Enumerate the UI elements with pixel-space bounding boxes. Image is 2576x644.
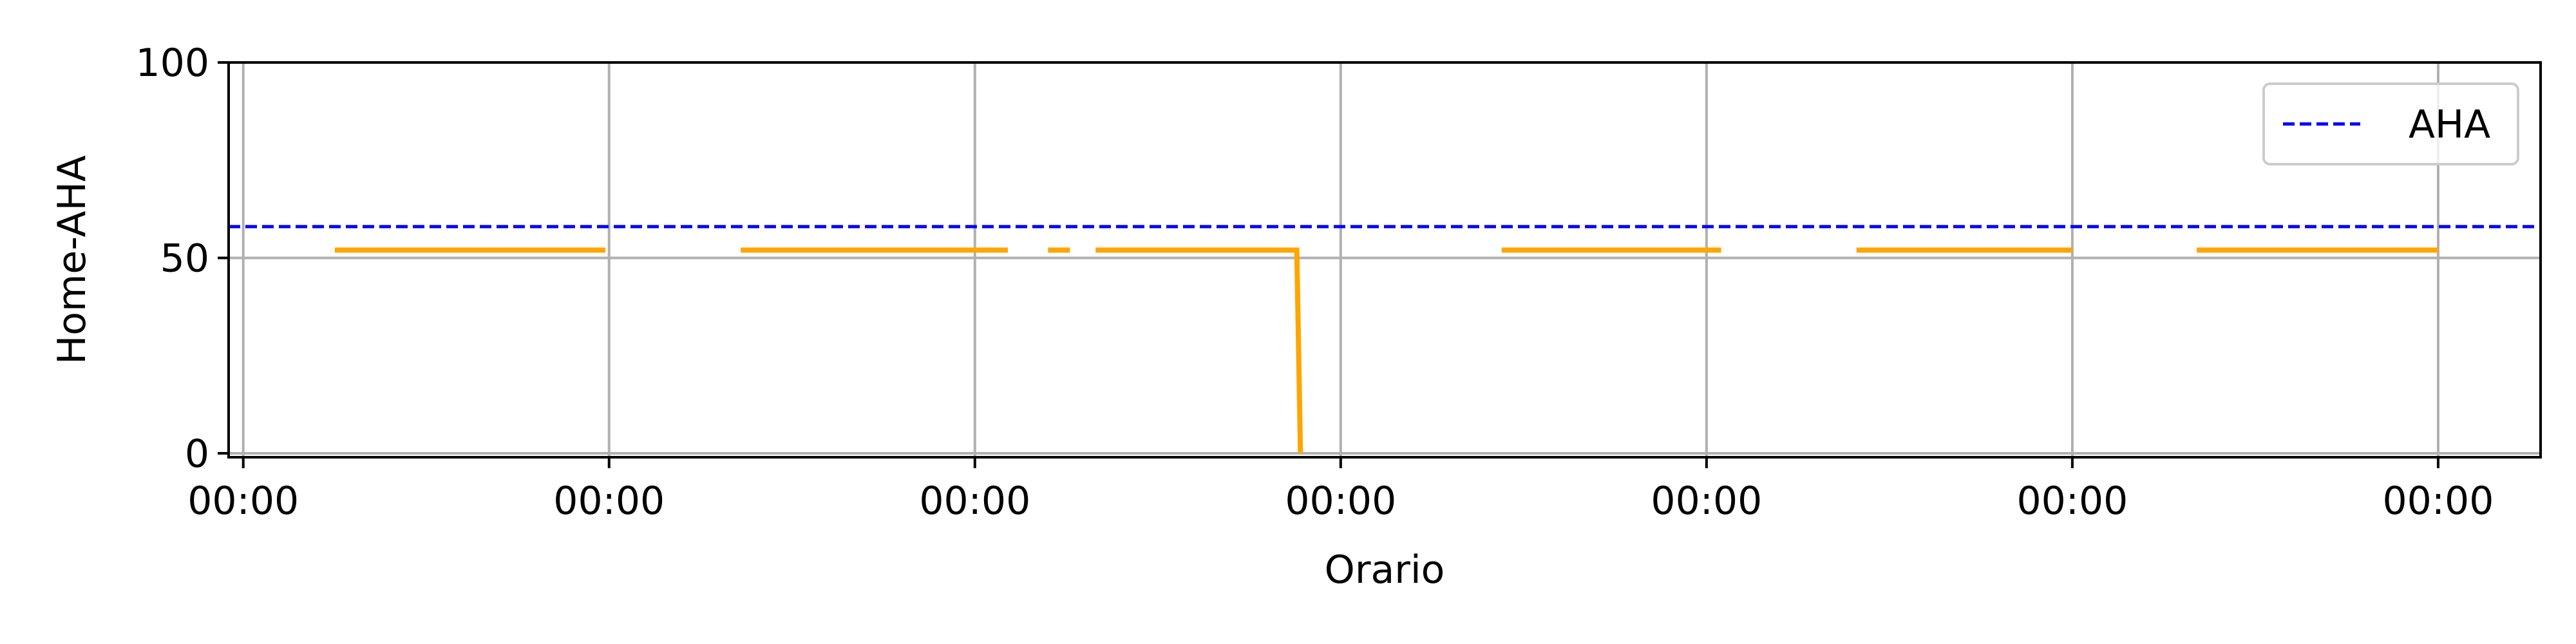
x-tick-label: 00:00 <box>1285 478 1396 524</box>
y-tick-label: 0 <box>185 431 209 477</box>
plot-frame <box>227 61 2542 459</box>
y-tick-label: 50 <box>160 236 209 281</box>
x-axis-label: Orario <box>1325 547 1445 592</box>
x-tick-label: 00:00 <box>919 478 1030 524</box>
y-tick-label: 100 <box>135 41 209 86</box>
legend-box <box>2262 82 2519 166</box>
series-layer <box>229 225 2541 454</box>
x-tick-label: 00:00 <box>187 478 299 524</box>
x-tick-label: 00:00 <box>2382 478 2494 524</box>
legend: AHA <box>2262 82 2519 166</box>
legend-label: AHA <box>2409 102 2490 147</box>
ticks: 00:00 00:00 00:00 00:00 00:00 00:00 00:0005010… <box>135 41 2494 524</box>
x-tick-label: 00:00 <box>1651 478 1762 524</box>
y-axis-label: Home-AHA <box>50 155 95 365</box>
x-tick-label: 00:00 <box>2016 478 2128 524</box>
x-tick-label: 00:00 <box>553 478 665 524</box>
home-aha-segment <box>1095 247 1303 454</box>
